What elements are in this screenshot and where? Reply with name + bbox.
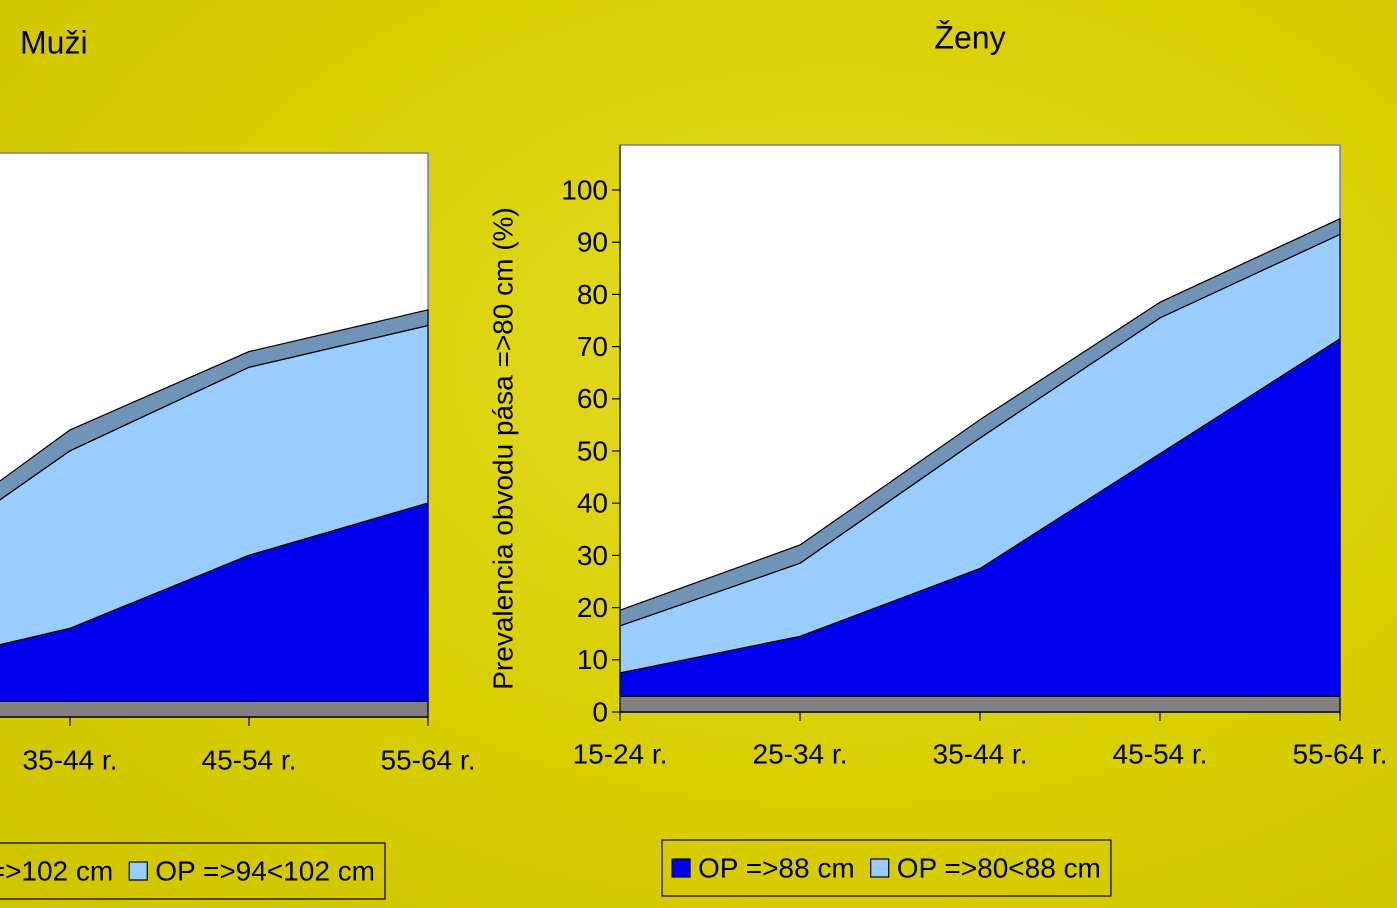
x-tick-label: 35-44 r. xyxy=(933,738,1028,769)
area-series xyxy=(620,696,1340,712)
y-tick-label: 40 xyxy=(577,488,608,519)
x-tick-label: 35-44 r. xyxy=(23,744,118,775)
legend-label: OP =>80<88 cm xyxy=(897,852,1101,883)
y-axis-title: Prevalencia obvodu pása =>80 cm (%) xyxy=(487,207,518,690)
y-tick-label: 50 xyxy=(577,435,608,466)
y-tick-label: 100 xyxy=(561,174,608,205)
chart-title: Muži xyxy=(20,24,88,60)
y-tick-label: 30 xyxy=(577,540,608,571)
x-tick-label: 45-54 r. xyxy=(1113,738,1208,769)
area-series xyxy=(0,701,428,717)
y-tick-label: 0 xyxy=(592,696,608,727)
legend-label: OP =>88 cm xyxy=(698,852,855,883)
y-tick-label: 60 xyxy=(577,383,608,414)
charts: Muži35-44 r.45-54 r.55-64 r.OP =>102 cmO… xyxy=(0,0,1397,908)
legend: OP =>88 cm OP =>80<88 cm xyxy=(662,840,1111,896)
x-tick-label: 25-34 r. xyxy=(753,738,848,769)
legend-label: OP =>94<102 cm xyxy=(155,855,375,886)
legend-swatch xyxy=(672,859,690,877)
x-tick-label: 55-64 r. xyxy=(1293,738,1388,769)
legend: OP =>102 cm OP =>94<102 cm xyxy=(0,843,385,899)
y-tick-label: 90 xyxy=(577,227,608,258)
x-tick-label: 55-64 r. xyxy=(381,744,476,775)
y-tick-label: 70 xyxy=(577,331,608,362)
chart-title: Ženy xyxy=(934,19,1005,55)
y-tick-label: 80 xyxy=(577,279,608,310)
legend-swatch xyxy=(129,862,147,880)
x-tick-label: 45-54 r. xyxy=(202,744,297,775)
slide: Muži35-44 r.45-54 r.55-64 r.OP =>102 cmO… xyxy=(0,0,1397,908)
x-tick-label: 15-24 r. xyxy=(573,738,668,769)
y-tick-label: 10 xyxy=(577,644,608,675)
y-tick-label: 20 xyxy=(577,592,608,623)
legend-swatch xyxy=(871,859,889,877)
legend-label: OP =>102 cm xyxy=(0,855,113,886)
